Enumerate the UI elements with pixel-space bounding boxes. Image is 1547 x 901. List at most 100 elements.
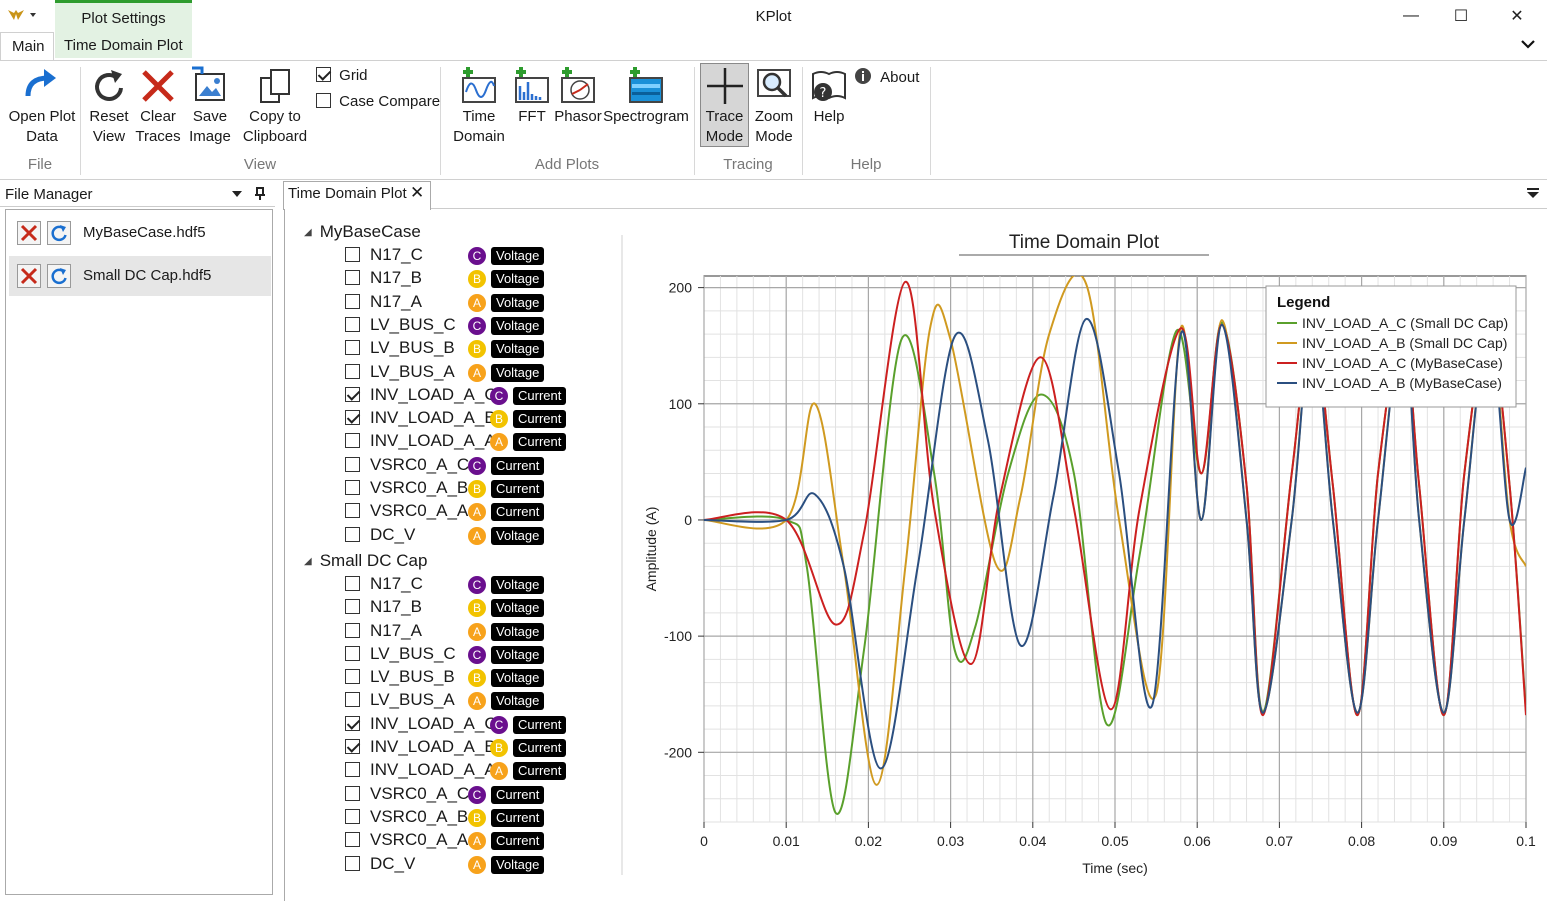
signal-checkbox[interactable]: [345, 363, 360, 379]
remove-file-button[interactable]: [17, 264, 41, 288]
trace-mode-button[interactable]: Trace Mode: [700, 63, 749, 147]
pin-icon[interactable]: [254, 187, 266, 201]
signal-row[interactable]: N17_A A Voltage: [345, 621, 625, 644]
document-menu-icon[interactable]: [1526, 185, 1540, 202]
signal-row[interactable]: VSRC0_A_B B Current: [345, 478, 625, 501]
maximize-button[interactable]: ☐: [1453, 8, 1469, 25]
quantity-badge: Voltage: [491, 363, 545, 382]
signal-checkbox[interactable]: [345, 293, 360, 309]
signal-row[interactable]: LV_BUS_C C Voltage: [345, 644, 625, 667]
signal-checkbox[interactable]: [345, 575, 360, 591]
signal-checkbox[interactable]: [345, 456, 360, 472]
minimize-button[interactable]: —: [1403, 7, 1419, 24]
add-spectrogram-button[interactable]: Spectrogram: [602, 63, 690, 127]
reload-file-button[interactable]: [47, 221, 71, 245]
help-button[interactable]: ? Help: [808, 63, 850, 127]
file-row[interactable]: MyBaseCase.hdf5: [9, 213, 271, 253]
ribbon-separator: [802, 67, 803, 175]
tab-time-domain-plot-document[interactable]: Time Domain Plot ✕: [283, 181, 431, 210]
signal-checkbox[interactable]: [345, 316, 360, 332]
signal-row[interactable]: LV_BUS_B B Voltage: [345, 338, 625, 361]
time-domain-chart[interactable]: Time Domain Plot 0 0.01 0.02 0.03 0.04 0.05 0.0…: [630, 220, 1540, 880]
signal-checkbox[interactable]: [345, 599, 360, 615]
signal-row[interactable]: N17_B B Voltage: [345, 597, 625, 620]
add-phasor-button[interactable]: Phasor: [554, 63, 602, 127]
signal-name: LV_BUS_C: [370, 314, 456, 334]
add-time-domain-button[interactable]: Time Domain: [448, 63, 510, 147]
signal-checkbox[interactable]: [345, 410, 360, 426]
signal-row[interactable]: INV_LOAD_A_A A Current: [345, 431, 625, 454]
file-row[interactable]: Small DC Cap.hdf5: [9, 256, 271, 296]
add-fft-button[interactable]: FFT: [512, 63, 552, 127]
app-menu-button[interactable]: [6, 6, 42, 24]
signal-checkbox[interactable]: [345, 622, 360, 638]
signal-row[interactable]: N17_A A Voltage: [345, 292, 625, 315]
signal-row[interactable]: VSRC0_A_C C Current: [345, 455, 625, 478]
signal-row[interactable]: LV_BUS_C C Voltage: [345, 314, 625, 338]
remove-file-button[interactable]: [17, 221, 41, 245]
signal-row[interactable]: VSRC0_A_C C Current: [345, 784, 625, 807]
case-node[interactable]: ◢ Small DC Cap: [304, 551, 427, 571]
signal-checkbox[interactable]: [345, 526, 360, 542]
signal-row[interactable]: DC_V A Voltage: [345, 854, 625, 877]
tab-time-domain-plot[interactable]: Time Domain Plot: [64, 37, 183, 54]
save-image-button[interactable]: Save Image: [186, 63, 234, 147]
signal-row[interactable]: INV_LOAD_A_B B Current: [345, 408, 625, 431]
reset-view-button[interactable]: Reset View: [86, 63, 132, 147]
signal-checkbox[interactable]: [345, 270, 360, 286]
expand-triangle-icon[interactable]: ◢: [304, 555, 312, 567]
x-tick-label: 0.06: [1184, 833, 1211, 849]
about-button[interactable]: About: [854, 67, 919, 86]
signal-row[interactable]: VSRC0_A_A A Current: [345, 830, 625, 853]
signal-row[interactable]: INV_LOAD_A_A A Current: [345, 760, 625, 783]
grid-checkbox[interactable]: Grid: [316, 67, 368, 84]
signal-checkbox[interactable]: [345, 340, 360, 356]
signal-checkbox[interactable]: [345, 669, 360, 685]
signal-checkbox[interactable]: [345, 808, 360, 824]
signal-row[interactable]: VSRC0_A_B B Current: [345, 807, 625, 830]
signal-checkbox[interactable]: [345, 433, 360, 449]
signal-row[interactable]: N17_C C Voltage: [345, 245, 625, 268]
context-tab-group: Plot Settings: [55, 0, 192, 58]
signal-checkbox[interactable]: [345, 739, 360, 754]
signal-checkbox[interactable]: [345, 715, 360, 731]
signal-checkbox[interactable]: [345, 247, 360, 262]
quantity-badge: Voltage: [491, 526, 545, 545]
signal-checkbox[interactable]: [345, 480, 360, 495]
close-tab-icon[interactable]: ✕: [410, 183, 425, 202]
tree-splitter[interactable]: [621, 235, 623, 875]
signal-row[interactable]: INV_LOAD_A_B B Current: [345, 737, 625, 760]
open-plot-data-button[interactable]: Open Plot Data: [6, 63, 78, 147]
signal-row[interactable]: VSRC0_A_A A Current: [345, 501, 625, 524]
signal-row[interactable]: LV_BUS_B B Voltage: [345, 667, 625, 690]
signal-checkbox[interactable]: [345, 386, 360, 402]
tab-main[interactable]: Main: [0, 32, 54, 61]
close-button[interactable]: ✕: [1510, 8, 1524, 25]
signal-checkbox[interactable]: [345, 832, 360, 848]
file-name: MyBaseCase.hdf5: [83, 224, 206, 241]
phase-badge: C: [490, 715, 508, 734]
case-compare-checkbox[interactable]: Case Compare: [316, 93, 440, 110]
expand-triangle-icon[interactable]: ◢: [304, 227, 312, 238]
reload-file-button[interactable]: [47, 264, 71, 288]
ribbon-collapse-chevron-icon[interactable]: [1520, 36, 1536, 57]
signal-checkbox[interactable]: [345, 645, 360, 661]
clear-traces-button[interactable]: Clear Traces: [134, 63, 182, 147]
signal-row[interactable]: LV_BUS_A A Voltage: [345, 690, 625, 713]
signal-row[interactable]: N17_C C Voltage: [345, 574, 625, 597]
panel-dropdown-icon[interactable]: [231, 190, 243, 198]
zoom-mode-button[interactable]: Zoom Mode: [751, 63, 797, 147]
signal-row[interactable]: LV_BUS_A A Voltage: [345, 362, 625, 385]
signal-row[interactable]: N17_B B Voltage: [345, 268, 625, 291]
group-label-add-plots: Add Plots: [534, 156, 600, 173]
signal-checkbox[interactable]: [345, 692, 360, 708]
signal-row[interactable]: DC_V A Voltage: [345, 525, 625, 548]
signal-checkbox[interactable]: [345, 762, 360, 778]
case-node[interactable]: ◢ MyBaseCase: [304, 222, 421, 242]
signal-row[interactable]: INV_LOAD_A_C C Current: [345, 714, 625, 737]
signal-row[interactable]: INV_LOAD_A_C C Current: [345, 385, 625, 408]
copy-to-clipboard-button[interactable]: Copy to Clipboard: [238, 63, 312, 147]
signal-checkbox[interactable]: [345, 503, 360, 519]
signal-checkbox[interactable]: [345, 855, 360, 871]
signal-checkbox[interactable]: [345, 785, 360, 801]
